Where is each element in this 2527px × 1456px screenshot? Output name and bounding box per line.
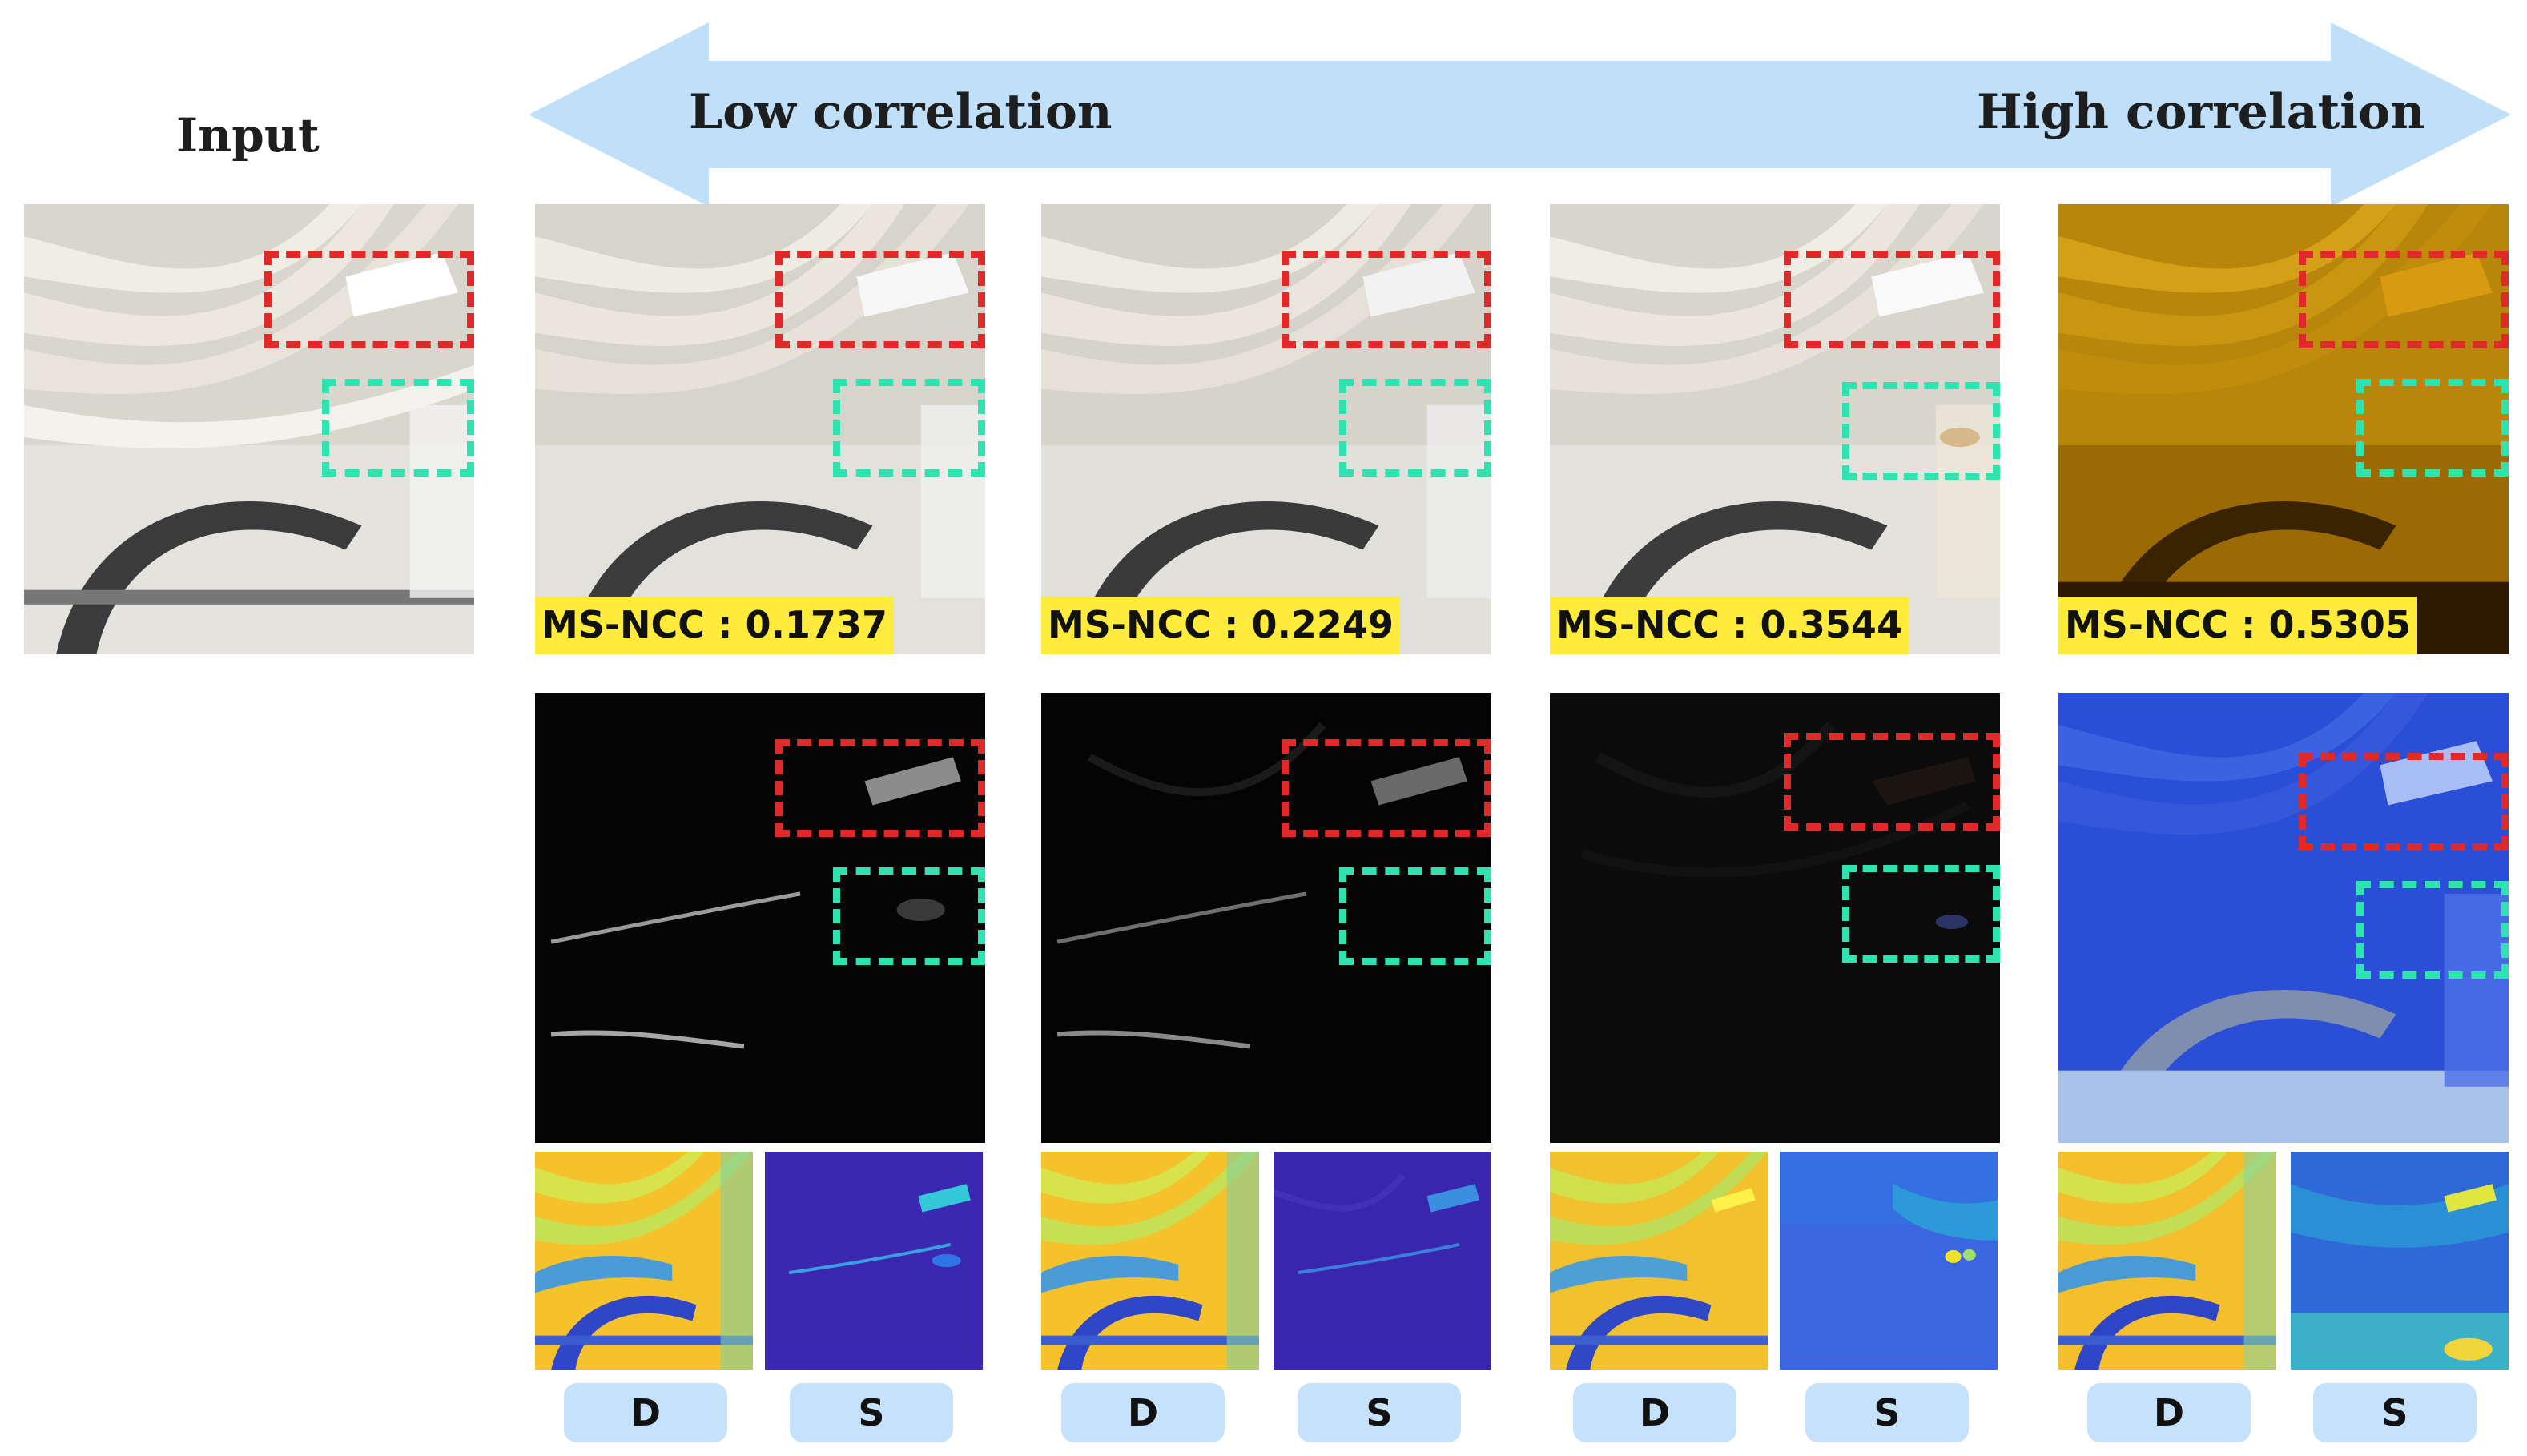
diffuse-map-4: [2058, 1152, 2276, 1370]
green-dashed-box: [1339, 379, 1491, 477]
ms-ncc-label: MS-NCC : 0.2249: [1041, 597, 1400, 654]
diffuse-tag: D: [564, 1383, 727, 1442]
green-dashed-box: [1842, 382, 2000, 480]
red-dashed-box: [775, 251, 985, 348]
red-dashed-box: [1282, 251, 1491, 348]
specular-tag: S: [1805, 1383, 1969, 1442]
diffuse-tag: D: [1061, 1383, 1225, 1442]
diffuse-map-2: [1041, 1152, 1259, 1370]
result-image-2: MS-NCC : 0.2249: [1041, 204, 1491, 654]
red-dashed-box: [264, 251, 474, 348]
specular-map-4: [2291, 1152, 2509, 1370]
specular-output-2: [1041, 693, 1491, 1143]
result-image-1: MS-NCC : 0.1737: [535, 204, 985, 654]
red-dashed-box: [1282, 739, 1491, 837]
ms-ncc-label: MS-NCC : 0.1737: [535, 597, 894, 654]
green-dashed-box: [1842, 865, 2000, 963]
result-image-4: MS-NCC : 0.5305: [2058, 204, 2509, 654]
diffuse-map-1: [535, 1152, 753, 1370]
correlation-arrow: [529, 22, 2511, 207]
green-dashed-box: [1339, 867, 1491, 965]
specular-output-4: [2058, 693, 2509, 1143]
input-title: Input: [176, 108, 320, 163]
red-dashed-box: [775, 739, 985, 837]
specular-tag: S: [790, 1383, 953, 1442]
specular-tag: S: [1298, 1383, 1461, 1442]
specular-map-1: [765, 1152, 983, 1370]
green-dashed-box: [833, 379, 985, 477]
red-dashed-box: [2299, 251, 2509, 348]
red-dashed-box: [2299, 753, 2509, 851]
green-dashed-box: [2356, 881, 2509, 979]
diffuse-tag: D: [1573, 1383, 1736, 1442]
green-dashed-box: [2356, 379, 2509, 477]
red-dashed-box: [1784, 733, 2000, 831]
green-dashed-box: [833, 867, 985, 965]
high-correlation-label: High correlation: [1977, 84, 2425, 140]
input-image: [24, 204, 474, 654]
result-image-3: MS-NCC : 0.3544: [1550, 204, 2000, 654]
specular-output-3: [1550, 693, 2000, 1143]
red-dashed-box: [1784, 251, 2000, 348]
green-dashed-box: [322, 379, 474, 477]
specular-tag: S: [2313, 1383, 2477, 1442]
diffuse-tag: D: [2087, 1383, 2251, 1442]
specular-output-1: [535, 693, 985, 1143]
specular-map-3: [1780, 1152, 1998, 1370]
diffuse-map-3: [1550, 1152, 1768, 1370]
low-correlation-label: Low correlation: [689, 84, 1113, 140]
ms-ncc-label: MS-NCC : 0.3544: [1550, 597, 1909, 654]
ms-ncc-label: MS-NCC : 0.5305: [2058, 597, 2417, 654]
specular-map-2: [1274, 1152, 1491, 1370]
